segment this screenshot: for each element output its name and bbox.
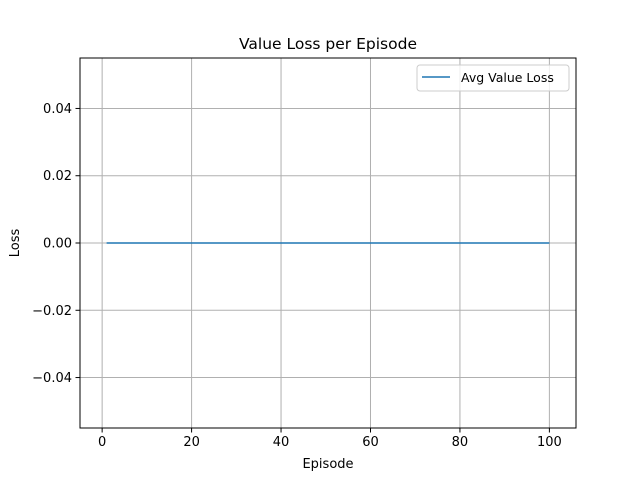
- legend-box: [416, 64, 570, 92]
- y-tick-label: 0.02: [43, 169, 72, 184]
- x-tick-label: 80: [452, 435, 469, 450]
- x-axis-label: Episode: [302, 457, 353, 472]
- chart-title: Value Loss per Episode: [239, 35, 417, 53]
- y-tick-label: −0.02: [32, 304, 72, 319]
- y-tick-label: −0.04: [32, 371, 72, 386]
- legend-entry-label: Avg Value Loss: [461, 70, 554, 85]
- legend: Avg Value Loss: [416, 64, 570, 92]
- y-tick-label: 0.04: [43, 102, 72, 117]
- x-tick-label: 60: [362, 435, 379, 450]
- y-axis-label: Loss: [8, 229, 23, 258]
- x-tick-label: 100: [537, 435, 562, 450]
- x-tick-label: 40: [273, 435, 290, 450]
- x-tick-label: 20: [183, 435, 200, 450]
- x-axis-ticks: 0 20 40 60 80 100: [98, 428, 562, 450]
- y-tick-label: 0.00: [43, 237, 72, 252]
- y-axis-ticks: −0.04 −0.02 0.00 0.02 0.04: [32, 102, 80, 386]
- x-tick-label: 0: [98, 435, 106, 450]
